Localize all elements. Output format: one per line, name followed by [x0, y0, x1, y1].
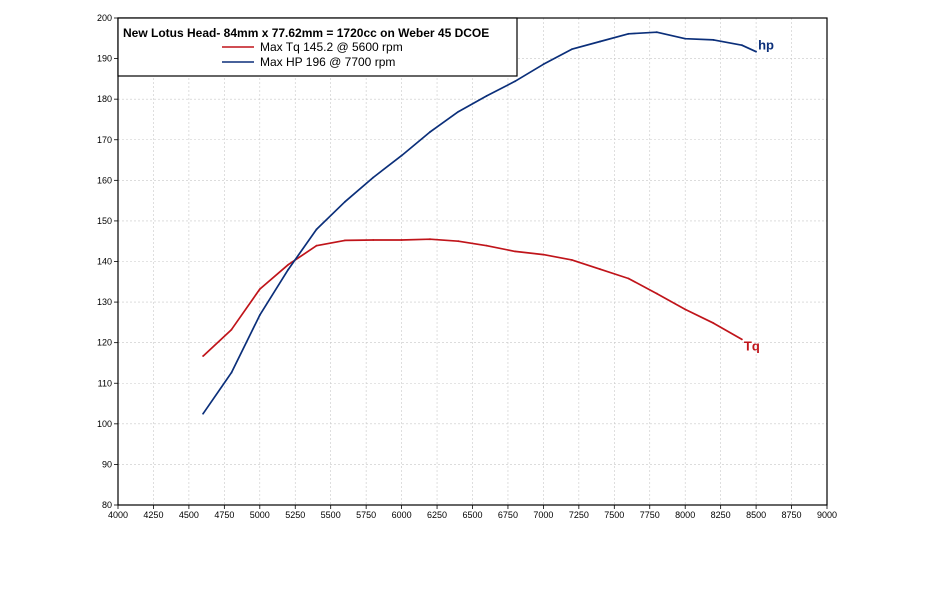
data-point [627, 277, 630, 280]
data-point [400, 239, 403, 241]
data-point [315, 228, 318, 231]
y-tick-label: 190 [97, 54, 112, 64]
series-end-label-hp: hp [758, 38, 774, 53]
y-tick-label: 170 [97, 135, 112, 145]
data-point [655, 292, 658, 295]
data-point [202, 412, 204, 415]
data-point [741, 338, 743, 341]
data-point [230, 328, 233, 331]
x-tick-label: 5750 [356, 510, 376, 520]
y-tick-label: 140 [97, 257, 112, 267]
series-end-label-torque: Tq [744, 338, 760, 353]
data-point [684, 308, 687, 311]
y-tick-label: 180 [97, 94, 112, 104]
series-layer: Tq hp [202, 31, 774, 415]
data-point [202, 355, 204, 357]
legend-label-hp: Max HP 196 @ 7700 rpm [260, 55, 395, 69]
data-point [343, 200, 346, 203]
data-point [485, 95, 488, 97]
x-tick-label: 8750 [782, 510, 802, 520]
data-point [343, 239, 346, 242]
x-tick-label: 8250 [711, 510, 731, 520]
data-point [599, 268, 602, 271]
data-point [514, 250, 516, 253]
legend: New Lotus Head- 84mm x 77.62mm = 1720cc … [117, 17, 518, 77]
data-point [485, 244, 488, 247]
data-point [258, 314, 261, 316]
grid-lines [117, 17, 828, 506]
x-tick-label: 7000 [533, 510, 553, 520]
x-axis: 4000 4250 4500 4750 5000 5250 5500 5750 6000 6250… [108, 505, 837, 520]
x-tick-label: 7250 [569, 510, 589, 520]
y-tick-label: 150 [97, 216, 112, 226]
data-point [712, 322, 715, 325]
x-tick-label: 6500 [462, 510, 482, 520]
data-point [627, 32, 630, 35]
legend-label-torque: Max Tq 145.2 @ 5600 rpm [260, 40, 403, 54]
data-point [655, 31, 658, 34]
y-axis: 80 90 100 110 120 130 140 150 160 170 180 190 200 [97, 13, 118, 510]
data-point [287, 263, 290, 266]
x-tick-label: 7750 [640, 510, 660, 520]
x-tick-label: 4000 [108, 510, 128, 520]
y-tick-label: 80 [102, 500, 112, 510]
y-tick-label: 130 [97, 297, 112, 307]
chart-title: New Lotus Head- 84mm x 77.62mm = 1720cc … [123, 26, 489, 40]
data-point [542, 63, 545, 66]
data-point [741, 44, 743, 47]
y-tick-label: 120 [97, 338, 112, 348]
x-tick-label: 8000 [675, 510, 695, 520]
data-point [570, 48, 573, 51]
x-tick-label: 5000 [250, 510, 270, 520]
x-tick-label: 5250 [285, 510, 305, 520]
data-point [514, 80, 516, 83]
data-point [712, 39, 715, 41]
data-point [457, 240, 460, 243]
data-point [400, 154, 403, 157]
series-line-hp [202, 31, 757, 415]
data-point [429, 131, 431, 133]
data-point [684, 37, 687, 40]
y-tick-label: 110 [98, 378, 112, 388]
y-tick-label: 160 [97, 175, 112, 185]
x-tick-label: 4500 [179, 510, 199, 520]
x-tick-label: 5500 [321, 510, 341, 520]
x-tick-label: 4250 [143, 510, 163, 520]
data-point [287, 268, 290, 271]
data-point [258, 288, 261, 290]
x-tick-label: 8500 [746, 510, 766, 520]
x-tick-label: 7500 [604, 510, 624, 520]
data-point [372, 239, 375, 241]
x-tick-label: 4750 [214, 510, 234, 520]
data-point [599, 40, 602, 43]
x-tick-label: 6000 [392, 510, 412, 520]
data-point [755, 50, 757, 53]
y-tick-label: 100 [97, 419, 112, 429]
data-point [230, 371, 233, 374]
data-point [542, 253, 545, 256]
data-point [372, 176, 375, 179]
data-point [570, 258, 573, 261]
data-point [429, 238, 431, 241]
y-tick-label: 200 [97, 13, 112, 23]
y-tick-label: 90 [102, 459, 112, 469]
legend-box [117, 17, 518, 77]
data-point [457, 110, 460, 113]
x-tick-label: 9000 [817, 510, 837, 520]
x-tick-label: 6250 [427, 510, 447, 520]
data-point [315, 244, 318, 247]
x-tick-label: 6750 [498, 510, 518, 520]
